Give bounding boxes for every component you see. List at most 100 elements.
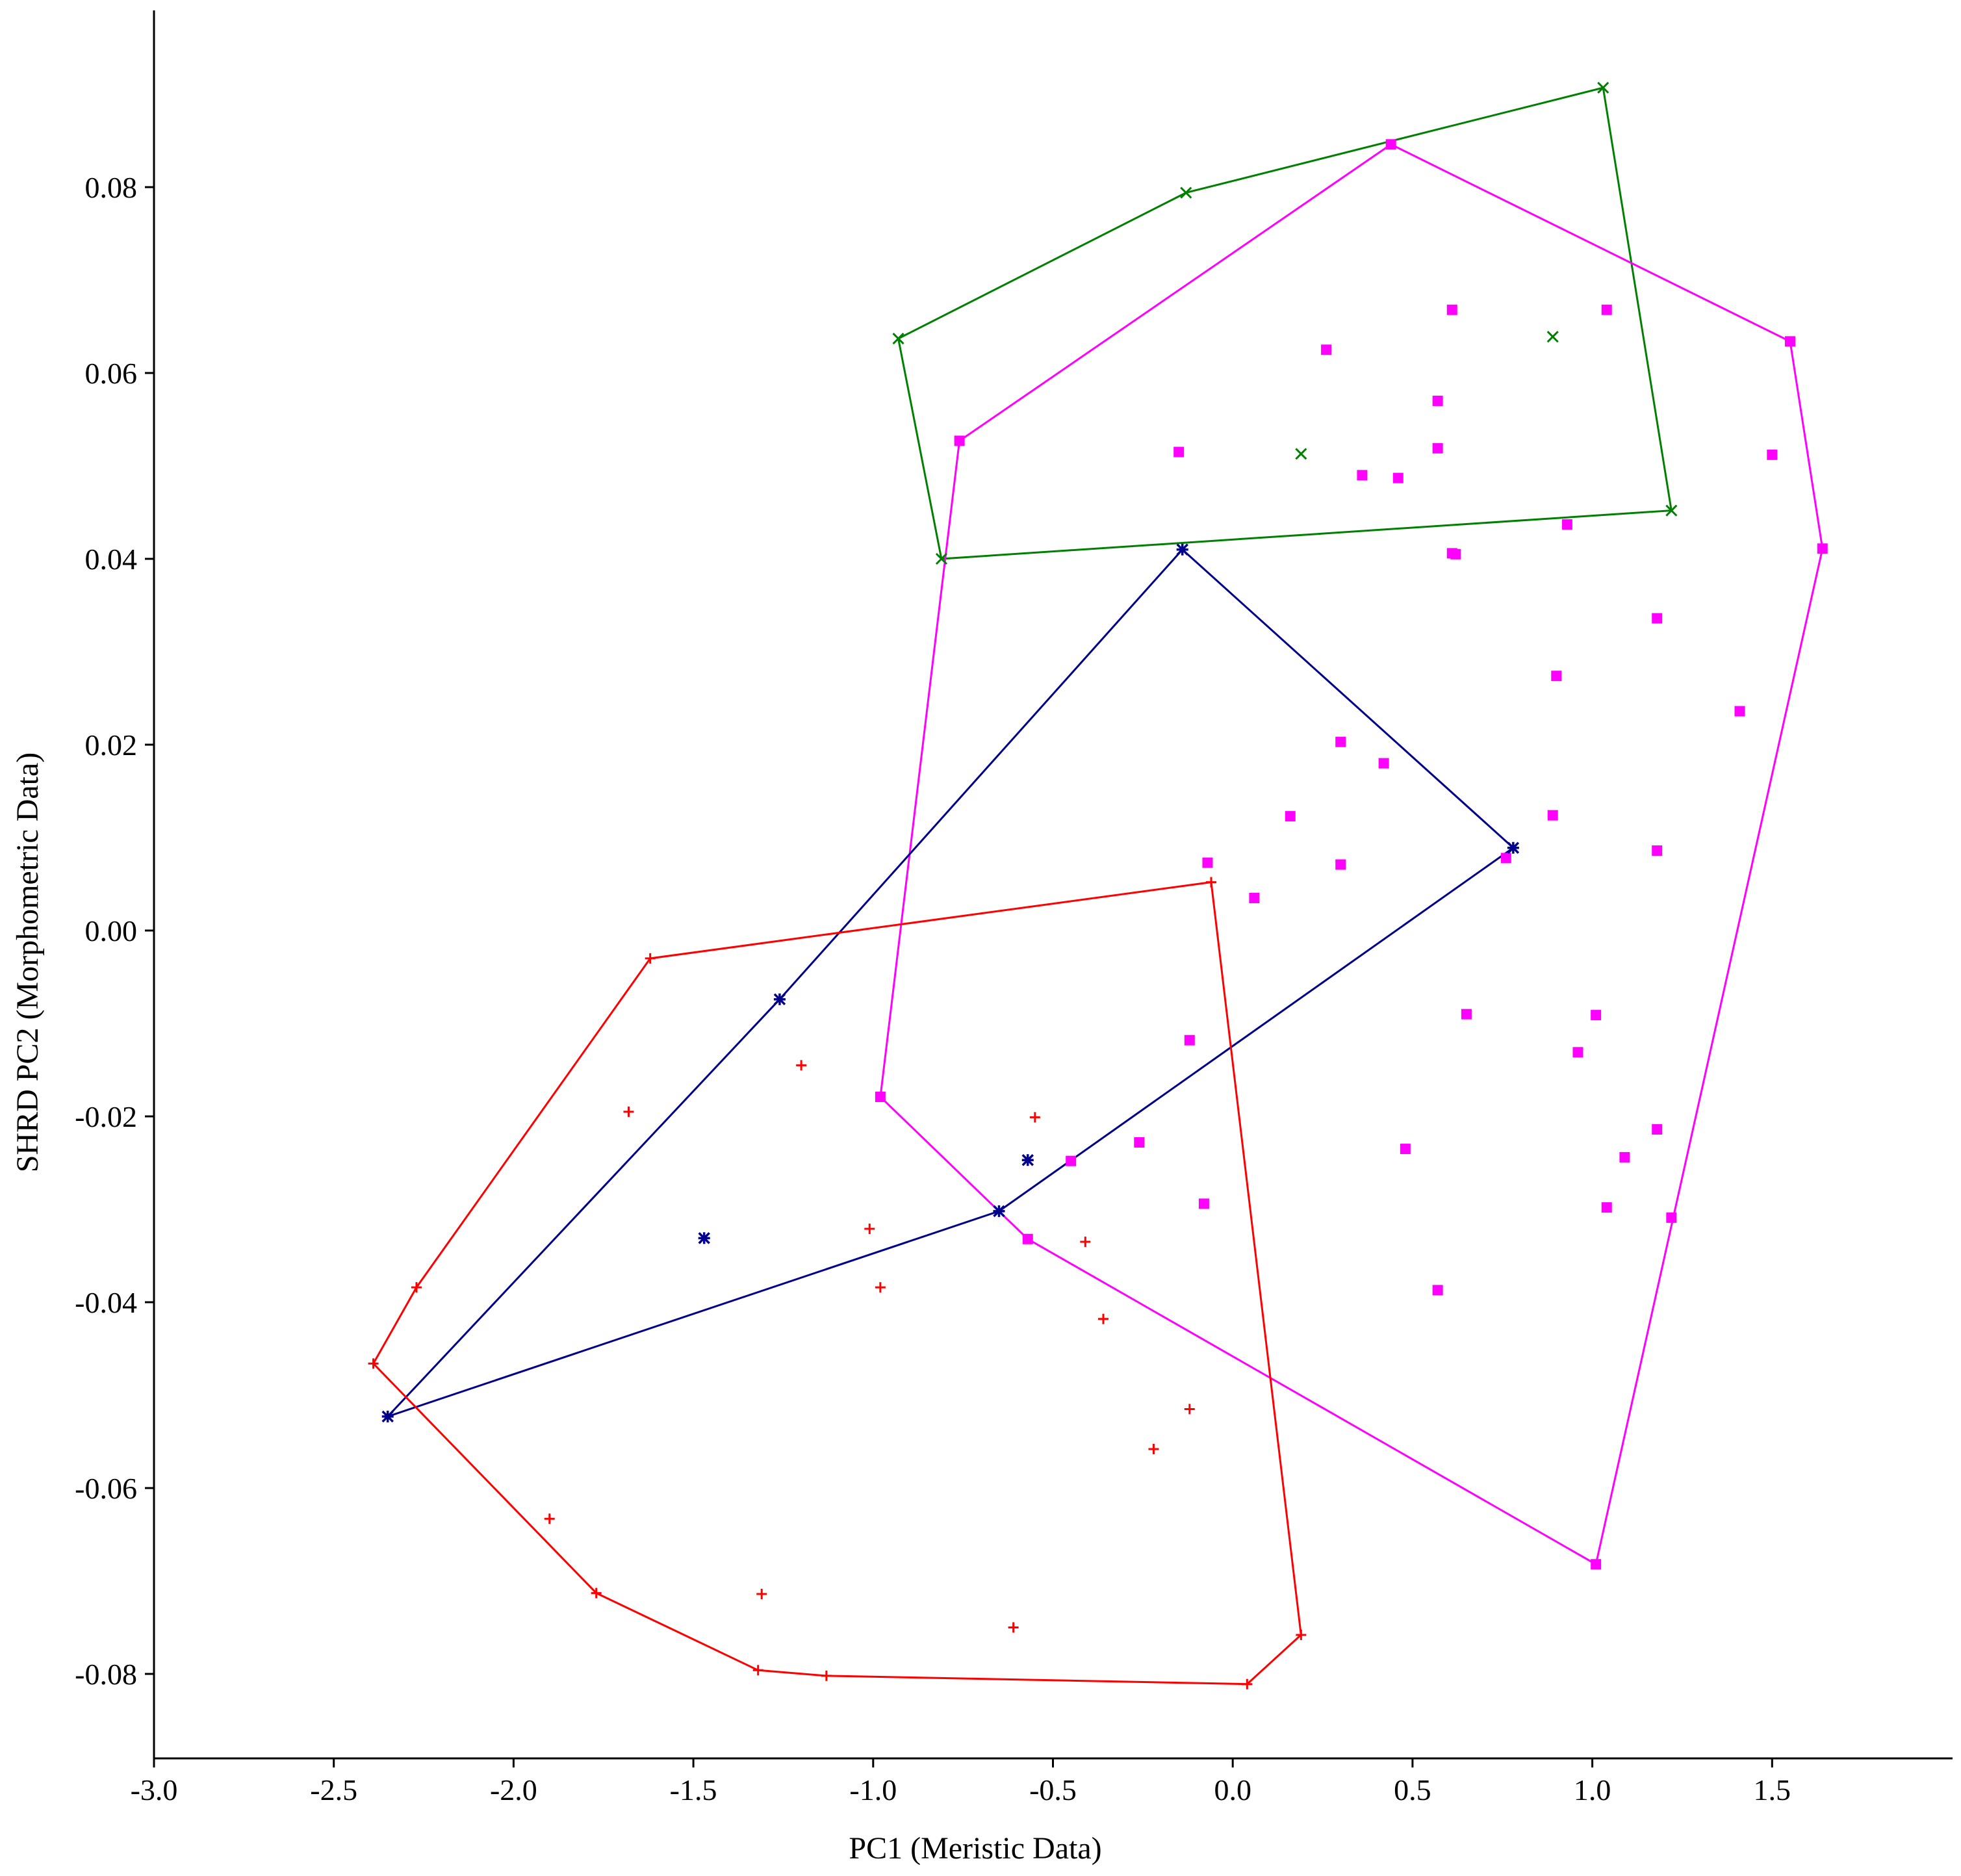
- data-point: [1029, 1112, 1040, 1123]
- group-hull-3: [387, 548, 1515, 1418]
- data-points: [368, 81, 1828, 1690]
- group-hull-4: [372, 880, 1302, 1686]
- data-point: [993, 1205, 1005, 1218]
- data-point: [1767, 449, 1778, 460]
- x-axis-title: PC1 (Meristic Data): [849, 1831, 1101, 1866]
- data-point: [1080, 1237, 1091, 1248]
- data-point: [1507, 842, 1520, 854]
- x-tick-label: -2.5: [310, 1773, 357, 1806]
- data-point: [1652, 845, 1663, 856]
- data-point: [1572, 1047, 1583, 1058]
- y-tick-label: -0.06: [75, 1472, 137, 1505]
- data-point: [1321, 344, 1332, 355]
- data-point: [544, 1513, 555, 1524]
- x-tick-label: -1.0: [849, 1773, 897, 1806]
- y-tick-label: 0.00: [85, 914, 138, 947]
- y-tick-label: -0.02: [75, 1100, 137, 1133]
- data-point: [773, 993, 786, 1006]
- data-point: [1591, 1559, 1602, 1570]
- data-point: [1666, 1212, 1677, 1223]
- x-tick-label: 0.0: [1214, 1773, 1251, 1806]
- data-point: [1652, 1124, 1663, 1135]
- data-point: [1446, 304, 1457, 315]
- data-point: [1392, 472, 1403, 483]
- x-tick-label: -1.5: [670, 1773, 717, 1806]
- data-point: [1432, 1285, 1443, 1296]
- data-point: [1335, 859, 1346, 870]
- data-point: [1242, 1678, 1253, 1690]
- data-point: [1619, 1151, 1630, 1163]
- y-tick-label: 0.02: [85, 728, 138, 762]
- data-point: [698, 1232, 710, 1244]
- y-axis-title: SHRD PC2 (Morphometric Data): [10, 752, 45, 1173]
- y-tick-label: -0.08: [75, 1658, 137, 1691]
- data-point: [1176, 543, 1188, 556]
- data-point: [1597, 81, 1609, 94]
- data-point: [1461, 1009, 1472, 1020]
- data-point: [1285, 811, 1296, 822]
- data-point: [752, 1665, 763, 1676]
- y-axis-ticks: -0.08 -0.06 -0.04 -0.02 0.00 0.02 0.04 0.06 0.08: [75, 171, 154, 1691]
- group-hulls: [372, 86, 1824, 1686]
- data-point: [1500, 853, 1511, 864]
- data-point: [1547, 810, 1558, 821]
- data-point: [1400, 1144, 1411, 1155]
- data-point: [1357, 470, 1368, 481]
- x-axis-ticks: -3.0 -2.5 -2.0 -1.5 -1.0 -0.5 0.0 0.5 1.0 1.5: [131, 1758, 1791, 1806]
- x-tick-label: -3.0: [131, 1773, 178, 1806]
- data-point: [1148, 1443, 1159, 1454]
- data-point: [1097, 1313, 1109, 1324]
- data-point: [1249, 892, 1260, 903]
- x-tick-label: 1.0: [1574, 1773, 1611, 1806]
- data-point: [821, 1670, 832, 1681]
- x-tick-label: 1.5: [1754, 1773, 1791, 1806]
- data-point: [1184, 1034, 1195, 1046]
- data-point: [1546, 331, 1559, 343]
- data-point: [1652, 613, 1663, 624]
- data-point: [892, 333, 904, 345]
- data-point: [645, 953, 656, 964]
- data-point: [381, 1410, 394, 1423]
- data-point: [1335, 736, 1346, 747]
- data-point: [1378, 758, 1389, 769]
- x-tick-label: 0.5: [1394, 1773, 1431, 1806]
- data-point: [1022, 1233, 1033, 1244]
- series-2-points: [875, 139, 1828, 1570]
- data-point: [591, 1587, 602, 1599]
- data-point: [1202, 857, 1213, 868]
- data-point: [1432, 443, 1443, 454]
- series-1-points: [892, 81, 1678, 565]
- data-point: [623, 1106, 634, 1117]
- x-tick-label: -2.0: [490, 1773, 537, 1806]
- series-3-points: [381, 543, 1520, 1423]
- data-point: [1008, 1622, 1019, 1633]
- group-hull-2: [879, 143, 1824, 1566]
- data-point: [1591, 1010, 1602, 1021]
- data-point: [411, 1282, 422, 1293]
- data-point: [864, 1224, 875, 1235]
- data-point: [1066, 1155, 1077, 1166]
- y-tick-label: 0.08: [85, 171, 138, 204]
- data-point: [1601, 304, 1612, 315]
- data-point: [756, 1589, 767, 1600]
- y-tick-label: 0.04: [85, 543, 138, 576]
- data-point: [1817, 543, 1828, 554]
- data-point: [368, 1358, 379, 1369]
- data-point: [1551, 671, 1562, 682]
- data-point: [935, 552, 948, 565]
- data-point: [1450, 548, 1461, 559]
- data-point: [875, 1282, 886, 1293]
- y-tick-label: 0.06: [85, 357, 138, 390]
- data-point: [1134, 1137, 1145, 1148]
- data-point: [1173, 446, 1185, 457]
- data-point: [796, 1060, 807, 1071]
- data-point: [1295, 448, 1307, 460]
- data-point: [954, 435, 965, 446]
- data-point: [1734, 706, 1745, 717]
- data-point: [1021, 1153, 1034, 1166]
- y-tick-label: -0.04: [75, 1286, 137, 1319]
- data-point: [1180, 186, 1192, 199]
- axes: [153, 10, 1953, 1760]
- data-point: [1784, 336, 1795, 347]
